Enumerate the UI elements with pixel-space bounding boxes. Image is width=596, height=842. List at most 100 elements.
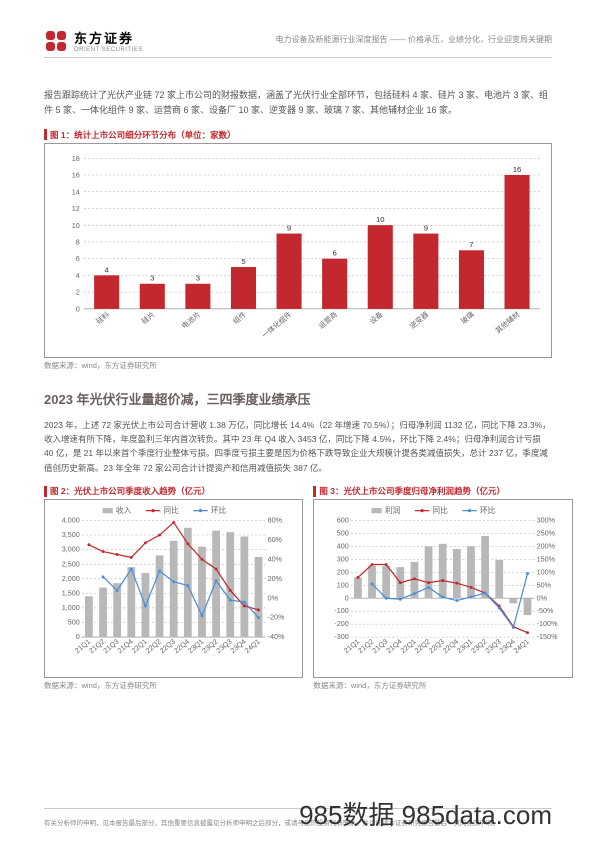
svg-text:硅片: 硅片: [140, 309, 157, 325]
svg-text:40%: 40%: [268, 555, 283, 564]
fig3-title: 图 3：光伏上市公司季度归母净利润趋势（亿元）: [319, 485, 505, 497]
svg-text:逆变器: 逆变器: [408, 309, 430, 330]
svg-text:6: 6: [333, 248, 337, 257]
fig3-frame: 利润 同比 环比 -300 -200 -100 0 100 200 300 400 500 600 -15…: [313, 499, 572, 678]
svg-text:16: 16: [513, 164, 522, 173]
svg-text:0: 0: [76, 304, 80, 313]
svg-text:4: 4: [105, 265, 110, 274]
svg-text:-200: -200: [335, 620, 349, 629]
svg-text:14: 14: [72, 187, 80, 196]
svg-text:400: 400: [337, 542, 349, 551]
svg-text:同比: 同比: [163, 506, 179, 515]
svg-text:环比: 环比: [211, 506, 227, 515]
svg-text:300%: 300%: [537, 516, 556, 525]
svg-text:硅料: 硅料: [94, 309, 111, 325]
fig2-frame: 收入 同比 环比 0 500 1,000 1,500 2,000 2,500 3,000 3,500…: [44, 499, 303, 678]
svg-text:50%: 50%: [537, 581, 552, 590]
svg-text:0: 0: [76, 633, 80, 642]
fig2-chart: 收入 同比 环比 0 500 1,000 1,500 2,000 2,500 3,000 3,500…: [55, 506, 292, 666]
svg-text:3,000: 3,000: [62, 545, 80, 554]
logo-icon: [44, 29, 68, 53]
svg-text:12: 12: [72, 204, 80, 213]
svg-text:-20%: -20%: [268, 613, 285, 622]
svg-text:3: 3: [150, 273, 154, 282]
fig3-title-bar: 图 3：光伏上市公司季度归母净利润趋势（亿元）: [313, 485, 572, 497]
fig3-source: 数据来源：wind，东方证券研究所: [313, 680, 572, 691]
svg-text:24Q1: 24Q1: [243, 637, 262, 655]
logo-text-en: ORIENT SECURITIES: [74, 47, 143, 53]
svg-text:0%: 0%: [537, 594, 548, 603]
fig1-title-bar: 图 1：统计上市公司细分环节分布（单位：家数）: [44, 129, 552, 141]
svg-text:1,000: 1,000: [62, 603, 80, 612]
svg-text:0%: 0%: [268, 594, 279, 603]
svg-text:20%: 20%: [268, 574, 283, 583]
section-title: 2023 年光伏行业量超价减，三四季度业绩承压: [44, 389, 552, 408]
svg-text:5: 5: [241, 257, 245, 266]
fig2-title: 图 2：光伏上市公司季度收入趋势（亿元）: [50, 485, 210, 497]
svg-text:3,500: 3,500: [62, 530, 80, 539]
fig2-source: 数据来源：wind，东方证券研究所: [44, 680, 303, 691]
page-header: 东方证券 ORIENT SECURITIES 电力设备及新能源行业深度报告 ——…: [44, 28, 552, 53]
svg-text:500: 500: [68, 618, 80, 627]
svg-text:24Q1: 24Q1: [512, 637, 531, 655]
svg-text:-50%: -50%: [537, 607, 554, 616]
watermark: 985数据 985data.com: [299, 795, 552, 832]
svg-text:8: 8: [76, 237, 80, 246]
svg-text:60%: 60%: [268, 535, 283, 544]
svg-text:电池片: 电池片: [180, 309, 202, 330]
svg-text:600: 600: [337, 516, 349, 525]
svg-text:2,000: 2,000: [62, 574, 80, 583]
fig2-title-bar: 图 2：光伏上市公司季度收入趋势（亿元）: [44, 485, 303, 497]
svg-text:16: 16: [72, 170, 80, 179]
svg-text:200%: 200%: [537, 542, 556, 551]
svg-text:250%: 250%: [537, 529, 556, 538]
svg-text:-100: -100: [335, 607, 349, 616]
body-text: 2023 年，上述 72 家光伏上市公司合计营收 1.38 万亿，同比增长 14…: [44, 418, 552, 476]
fig1-source: 数据来源：wind，东方证券研究所: [44, 360, 552, 371]
svg-text:2,500: 2,500: [62, 560, 80, 569]
two-col: 图 2：光伏上市公司季度收入趋势（亿元） 收入 同比 环比 0 500 1,000 1,50…: [44, 485, 552, 709]
svg-text:运营商: 运营商: [317, 309, 339, 330]
fig1-title: 图 1：统计上市公司细分环节分布（单位：家数）: [50, 129, 236, 141]
fig3-chart: 利润 同比 环比 -300 -200 -100 0 100 200 300 400 500 600 -15…: [324, 506, 561, 666]
svg-text:500: 500: [337, 529, 349, 538]
svg-text:6: 6: [76, 254, 80, 263]
svg-text:80%: 80%: [268, 516, 283, 525]
svg-text:利润: 利润: [385, 506, 401, 515]
svg-text:300: 300: [337, 555, 349, 564]
svg-text:收入: 收入: [116, 506, 132, 515]
logo-text-cn: 东方证券: [74, 28, 143, 47]
intro-text: 报告跟踪统计了光伏产业链 72 家上市公司的财报数据，涵盖了光伏行业全部环节，包…: [44, 88, 552, 119]
svg-text:18: 18: [72, 153, 80, 162]
svg-text:100%: 100%: [537, 568, 556, 577]
svg-text:-150%: -150%: [537, 633, 558, 642]
svg-text:200: 200: [337, 568, 349, 577]
fig1-frame: 0246810121416184硅料3硅片3电池片5组件9一体化组件6运营商10…: [44, 143, 552, 358]
svg-text:-100%: -100%: [537, 620, 558, 629]
header-divider: [44, 57, 552, 58]
svg-text:一体化组件: 一体化组件: [260, 309, 293, 339]
svg-text:9: 9: [424, 223, 428, 232]
logo: 东方证券 ORIENT SECURITIES: [44, 28, 143, 53]
svg-text:9: 9: [287, 223, 291, 232]
svg-text:其他辅材: 其他辅材: [494, 309, 522, 334]
svg-text:7: 7: [469, 240, 473, 249]
footer: 有关分析师的申明，见本报告最后部分。其他重要信息披露见分析师申明之后部分，或请与…: [44, 808, 552, 830]
svg-text:10: 10: [376, 215, 385, 224]
svg-text:-40%: -40%: [268, 633, 285, 642]
svg-text:1,500: 1,500: [62, 589, 80, 598]
svg-text:150%: 150%: [537, 555, 556, 564]
svg-text:10: 10: [72, 220, 80, 229]
svg-text:0: 0: [345, 594, 349, 603]
svg-text:3: 3: [196, 273, 200, 282]
svg-text:-300: -300: [335, 633, 349, 642]
svg-text:环比: 环比: [480, 506, 496, 515]
svg-text:设备: 设备: [368, 309, 385, 326]
svg-text:组件: 组件: [231, 309, 248, 325]
svg-text:100: 100: [337, 581, 349, 590]
fig1-chart: 0246810121416184硅料3硅片3电池片5组件9一体化组件6运营商10…: [55, 150, 550, 346]
header-subtitle: 电力设备及新能源行业深度报告 —— 价格承压，业绩分化，行业迎变局关键期: [276, 34, 552, 45]
svg-text:2: 2: [76, 287, 80, 296]
svg-text:同比: 同比: [433, 506, 449, 515]
svg-text:4,000: 4,000: [62, 516, 80, 525]
